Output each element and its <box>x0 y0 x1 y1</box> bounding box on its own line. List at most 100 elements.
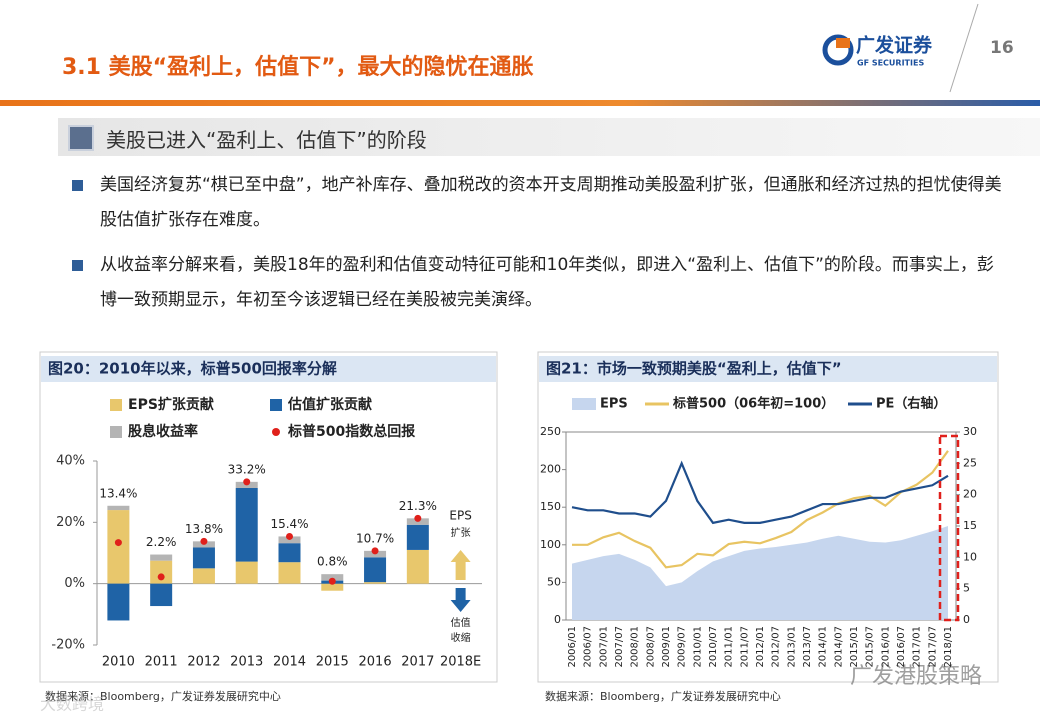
x-tick-label: 2016/01 <box>880 626 891 668</box>
x-tick-label: 2018E <box>440 655 481 670</box>
annotation: 扩张 <box>451 526 471 539</box>
legend-label: PE（右轴） <box>876 396 946 412</box>
y2-tick-label: 30 <box>963 425 977 438</box>
y-tick-label: 250 <box>540 425 561 438</box>
x-tick-label: 2015 <box>316 655 349 670</box>
x-tick-label: 2006/07 <box>583 626 594 668</box>
annotation: 收缩 <box>451 631 471 644</box>
panel <box>537 351 999 683</box>
area <box>572 526 948 620</box>
x-tick-label: 2015/01 <box>849 626 860 668</box>
line <box>572 450 949 569</box>
y-tick-label: 0 <box>554 613 561 626</box>
y2-tick-label: 25 <box>963 456 977 469</box>
value-label: 13.8% <box>185 522 223 536</box>
logo-text: 广发证券 <box>856 34 933 57</box>
bar-segment <box>235 487 258 562</box>
highlight-box <box>938 434 960 622</box>
section-band <box>58 118 1040 156</box>
x-tick-label: 2016/07 <box>896 626 907 668</box>
x-tick-label: 2012 <box>187 655 220 670</box>
value-label: 21.3% <box>399 499 437 513</box>
x-tick-label: 2010 <box>102 655 135 670</box>
legend-swatch <box>110 399 122 411</box>
bar-segment <box>321 574 344 581</box>
bar-segment <box>107 505 130 511</box>
y-tick-label: 200 <box>540 463 561 476</box>
bar-segment <box>107 583 130 621</box>
x-tick-label: 2007/07 <box>614 626 625 668</box>
x-tick-label: 2018/01 <box>943 626 954 668</box>
bar-segment <box>192 547 215 569</box>
bar-segment <box>364 582 387 584</box>
value-label: 10.7% <box>356 531 394 545</box>
total-dot <box>371 547 379 555</box>
bar-segment <box>278 562 301 584</box>
y2-tick-label: 15 <box>963 519 977 532</box>
x-tick-label: 2011/01 <box>724 626 735 668</box>
x-tick-label: 2013/07 <box>802 626 813 668</box>
x-tick-label: 2013 <box>230 655 263 670</box>
arrow-up <box>450 550 471 580</box>
y-tick-label: -20% <box>51 638 85 653</box>
line <box>571 460 949 525</box>
annotation: EPS <box>449 509 471 523</box>
legend-label: 估值扩张贡献 <box>287 396 372 413</box>
bar-segment <box>235 561 258 584</box>
x-tick-label: 2014 <box>273 655 306 670</box>
y-tick-label: 40% <box>56 454 85 469</box>
y-tick-label: 50 <box>547 575 561 588</box>
x-tick-label: 2010/01 <box>692 626 703 668</box>
y-tick-label: 150 <box>540 500 561 513</box>
total-dot <box>286 532 293 540</box>
x-tick-label: 2006/01 <box>567 626 578 668</box>
bar-segment <box>107 510 130 584</box>
legend-swatch <box>272 428 280 436</box>
value-label: 33.2% <box>228 462 266 476</box>
y2-tick-label: 20 <box>963 488 977 501</box>
source: 数据来源：Bloomberg，广发证券发展研究中心 <box>45 689 281 703</box>
logo-en: GF SECURITIES <box>857 59 924 68</box>
total-dot <box>414 514 422 522</box>
watermark: 大数跨境 <box>40 695 104 714</box>
x-tick-label: 2009/01 <box>661 626 672 668</box>
legend-swatch <box>110 426 122 438</box>
x-tick-label: 2008/01 <box>630 626 641 668</box>
x-tick-label: 2015/07 <box>865 626 876 668</box>
total-dot <box>200 537 208 545</box>
x-tick-label: 2013/01 <box>786 626 797 668</box>
legend-label: EPS <box>600 397 628 412</box>
source: 数据来源：Bloomberg，广发证券发展研究中心 <box>545 689 781 703</box>
x-tick-label: 2012/01 <box>755 626 766 668</box>
legend-swatch <box>270 399 282 411</box>
annotation: 估值 <box>451 616 471 629</box>
value-label: 15.4% <box>270 517 308 531</box>
bullet-text: 从收益率分解来看，美股18年的盈利和估值变动特征可能和10年类似，即进入“盈利上… <box>100 255 994 310</box>
x-tick-label: 2017 <box>401 655 434 670</box>
heading-icon <box>68 125 94 151</box>
panel <box>39 351 498 683</box>
logo-icon <box>822 34 854 66</box>
x-tick-label: 2017/07 <box>927 626 938 668</box>
page-number: 16 <box>990 38 1014 58</box>
logo-icon <box>836 38 850 48</box>
total-dot <box>157 573 165 581</box>
section-heading: 美股已进入“盈利上、估值下”的阶段 <box>106 128 427 152</box>
x-tick-label: 2010/07 <box>708 626 719 668</box>
chart-title: 图21：市场一致预期美股“盈利上，估值下” <box>546 360 842 378</box>
chart-title: 图20：2010年以来，标普500回报率分解 <box>48 360 337 378</box>
total-dot <box>328 577 336 585</box>
slide-title: 3.1 美股“盈利上，估值下”，最大的隐忧在通胀 <box>62 54 534 80</box>
x-tick-label: 2016 <box>359 655 392 670</box>
legend-label: 股息收益率 <box>128 423 198 440</box>
value-label: 0.8% <box>317 555 348 569</box>
value-label: 13.4% <box>99 486 137 500</box>
panel-header <box>41 356 496 382</box>
total-dot <box>114 539 122 547</box>
panel-header <box>539 356 997 382</box>
bar-segment <box>278 543 301 563</box>
y-tick-label: 0% <box>64 576 85 591</box>
y2-tick-label: 0 <box>963 613 970 626</box>
